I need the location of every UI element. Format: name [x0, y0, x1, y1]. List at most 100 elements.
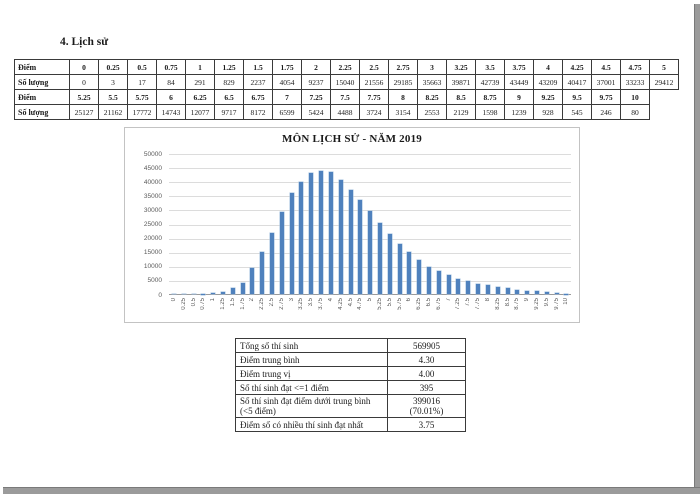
- score-cell: 43209: [533, 74, 563, 90]
- y-tick-label: 30000: [143, 206, 162, 214]
- bar: [289, 193, 294, 294]
- score-cell: 4: [533, 59, 563, 75]
- bar: [250, 267, 255, 294]
- x-tick-label: 7.25: [455, 298, 462, 310]
- bar-slot: [326, 154, 336, 294]
- bar: [397, 243, 402, 294]
- score-cell: 1.75: [272, 59, 302, 75]
- score-cell: 2553: [417, 104, 447, 120]
- x-tick-slot: 9.75: [552, 298, 562, 310]
- bar: [328, 172, 333, 294]
- y-tick-label: 5000: [147, 277, 162, 285]
- x-tick-slot: 7.25: [454, 298, 464, 310]
- x-tick-label: 2.75: [278, 298, 285, 310]
- bar-slot: [375, 154, 385, 294]
- x-tick-slot: 5.25: [375, 298, 385, 310]
- row-header: Số lượng: [14, 74, 70, 90]
- bar: [387, 234, 392, 294]
- score-cell: 3.75: [504, 59, 534, 75]
- summary-row: Điểm trung bình 4.30: [235, 352, 466, 367]
- x-tick-slot: 3: [287, 298, 297, 310]
- bar: [427, 266, 432, 294]
- score-cell: 0: [69, 59, 99, 75]
- bar-slot: [542, 154, 552, 294]
- x-tick-label: 7.5: [465, 298, 472, 307]
- x-tick-slot: 2.25: [257, 298, 267, 310]
- bar-slot: [336, 154, 346, 294]
- x-tick-label: 3: [288, 298, 295, 302]
- bar-slot: [365, 154, 375, 294]
- score-cell: 1.25: [214, 59, 244, 75]
- x-tick-label: 9: [524, 298, 531, 302]
- x-tick-slot: 1.5: [228, 298, 238, 310]
- bar-slot: [434, 154, 444, 294]
- page-shadow-right: [694, 4, 700, 488]
- score-cell: 6: [156, 89, 186, 105]
- x-tick-label: 6.75: [435, 298, 442, 310]
- score-cell: 5.25: [69, 89, 99, 105]
- score-subtable: Điểm 5.25 5.5 5.75 6 6.25 6.5 6.75 7 7.25 7.5 7.75 8…: [14, 89, 650, 120]
- x-tick-slot: 9: [522, 298, 532, 310]
- x-tick-slot: 7: [444, 298, 454, 310]
- bar: [377, 223, 382, 294]
- x-tick-slot: 5: [365, 298, 375, 310]
- score-cell: 3: [98, 74, 128, 90]
- score-cell: 1.5: [243, 59, 273, 75]
- summary-label: Số thí sinh đạt <=1 điểm: [235, 380, 388, 395]
- score-cell: 8.5: [446, 89, 476, 105]
- score-cell: 8.75: [475, 89, 505, 105]
- x-tick-slot: 6.25: [414, 298, 424, 310]
- score-cell: 6.5: [214, 89, 244, 105]
- score-cell: 37001: [591, 74, 621, 90]
- summary-row: Số thí sinh đạt điểm dưới trung bình (<5…: [235, 394, 466, 418]
- summary-row: Tổng số thí sinh 569905: [235, 338, 466, 353]
- bar: [417, 259, 422, 294]
- summary-row: Điểm số có nhiều thí sinh đạt nhất 3.75: [235, 417, 466, 432]
- x-tick-slot: 6: [405, 298, 415, 310]
- bar: [348, 189, 353, 294]
- bar: [338, 180, 343, 294]
- bar-slot: [405, 154, 415, 294]
- x-tick-label: 2.5: [269, 298, 276, 307]
- bar: [240, 282, 245, 294]
- score-cell: 7.75: [359, 89, 389, 105]
- bar-slot: [208, 154, 218, 294]
- x-tick-label: 5.25: [376, 298, 383, 310]
- page-shadow-bottom: [3, 487, 700, 494]
- bar-slot: [306, 154, 316, 294]
- score-cell: 7.25: [301, 89, 331, 105]
- score-cell: 0.5: [127, 59, 157, 75]
- bar-slot: [277, 154, 287, 294]
- bar-slot: [238, 154, 248, 294]
- score-cell: 9.25: [533, 89, 563, 105]
- gridline: [169, 168, 571, 170]
- bar-slot: [463, 154, 473, 294]
- chart-plot-area: [169, 154, 571, 295]
- score-cell: 0.75: [156, 59, 186, 75]
- bar-slot: [454, 154, 464, 294]
- x-tick-label: 9.25: [533, 298, 540, 310]
- x-tick-label: 2.25: [259, 298, 266, 310]
- bar-slot: [189, 154, 199, 294]
- bar-slot: [395, 154, 405, 294]
- x-tick-label: 7: [445, 298, 452, 302]
- bar-slot: [473, 154, 483, 294]
- x-tick-label: 4.25: [337, 298, 344, 310]
- bar-slot: [483, 154, 493, 294]
- x-tick-slot: 4.25: [336, 298, 346, 310]
- x-tick-slot: 8.75: [512, 298, 522, 310]
- bar-slot: [228, 154, 238, 294]
- y-tick-label: 25000: [143, 221, 162, 228]
- score-cell: 12077: [185, 104, 215, 120]
- x-tick-label: 8.5: [504, 298, 511, 307]
- score-cell: 9717: [214, 104, 244, 120]
- bar: [495, 286, 500, 294]
- summary-value: 569905: [387, 338, 466, 353]
- soluong-row: Số lượng 0 3 17 84 291 829 2237 4054 9237 15040 215…: [14, 74, 679, 90]
- x-tick-label: 5: [367, 298, 374, 302]
- score-cell: 9.5: [562, 89, 592, 105]
- y-tick-label: 35000: [143, 192, 162, 200]
- y-tick-label: 40000: [143, 178, 162, 186]
- x-tick-slot: 7.5: [463, 298, 473, 310]
- summary-label: Điểm số có nhiều thí sinh đạt nhất: [235, 417, 388, 432]
